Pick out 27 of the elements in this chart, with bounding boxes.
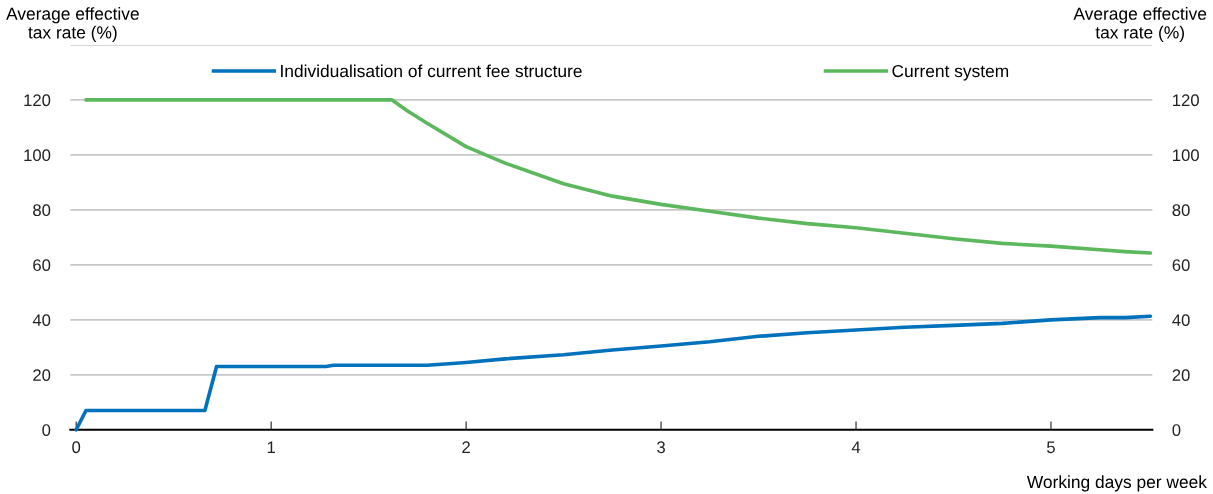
line-series [74,314,1153,432]
x-tick-label: 0 [72,441,81,454]
y-axis-title: Average effective tax rate (%) [6,7,139,42]
x-tick-label: 2 [462,441,470,453]
line-series [84,98,1153,255]
y2-tick-label: 120 [1173,94,1199,107]
y-tick-label: 100 [24,149,51,162]
x-tick-label: 4 [851,441,861,453]
y-tick-label: 60 [33,259,51,272]
y2-tick-label: 40 [1172,314,1190,327]
legend-label: Current system [892,64,1009,81]
y-tick-label: 0 [42,424,51,436]
y-tick-label: 40 [32,314,51,327]
legend-label: Individualisation of current fee structure [281,64,582,78]
y2-tick-label: 80 [1172,204,1190,217]
y2-tick-label: 0 [1172,424,1181,436]
y-tick-label: 120 [24,94,51,107]
y-tick-label: 80 [33,204,51,217]
x-tick-label: 1 [267,441,275,453]
x-axis-title: Working days per week [1026,475,1207,492]
y2-tick-label: 20 [1172,369,1190,382]
y2-tick-label: 100 [1173,149,1199,162]
y-tick-label: 20 [33,369,51,382]
y2-axis-title: Average effective tax rate (%) [1073,7,1207,42]
x-tick-label: 5 [1047,441,1055,454]
y2-tick-label: 60 [1172,259,1190,272]
x-tick-label: 3 [657,441,665,454]
